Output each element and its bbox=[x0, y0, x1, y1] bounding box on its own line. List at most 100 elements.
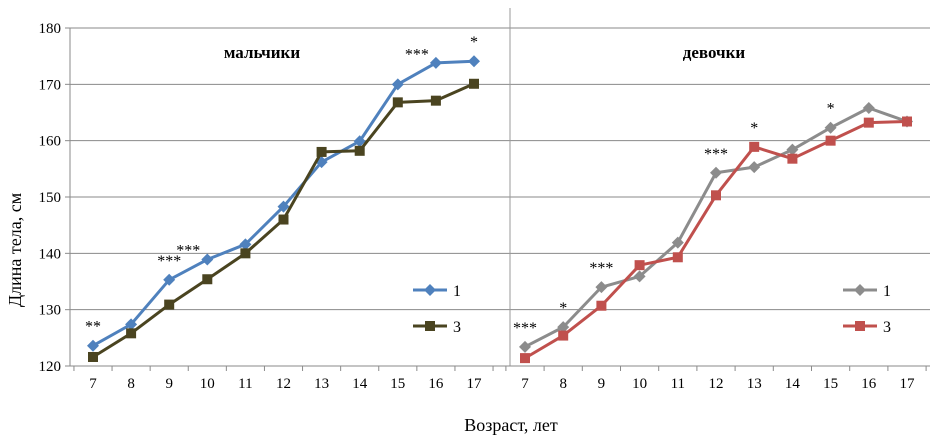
significance-marker: *** bbox=[176, 243, 200, 260]
data-point bbox=[201, 253, 214, 266]
x-tick-label: 13 bbox=[747, 376, 762, 392]
x-axis-label: Возраст, лет bbox=[464, 415, 558, 435]
data-point bbox=[239, 238, 252, 251]
x-tick-label: 10 bbox=[200, 376, 215, 392]
legend-label: 1 bbox=[883, 283, 891, 300]
data-point bbox=[595, 281, 608, 294]
x-tick-label: 15 bbox=[823, 376, 838, 392]
data-point bbox=[558, 330, 569, 341]
x-tick-label: 14 bbox=[352, 376, 368, 392]
data-point bbox=[634, 260, 645, 271]
data-point bbox=[429, 56, 442, 69]
legend-label: 3 bbox=[453, 319, 461, 336]
y-tick-label: 160 bbox=[39, 134, 62, 150]
y-axis-label: Длина тела, см bbox=[5, 193, 25, 307]
data-point bbox=[787, 153, 798, 164]
data-point bbox=[468, 55, 480, 68]
x-tick-label: 9 bbox=[165, 376, 173, 392]
data-point bbox=[786, 143, 799, 156]
significance-marker: *** bbox=[704, 146, 728, 163]
significance-marker: *** bbox=[405, 47, 429, 64]
significance-marker: *** bbox=[157, 253, 181, 270]
data-point bbox=[596, 300, 607, 311]
data-point bbox=[902, 116, 912, 127]
data-point bbox=[748, 161, 761, 174]
left-panel-title: мальчики bbox=[224, 43, 301, 62]
x-tick-label: 14 bbox=[785, 376, 801, 392]
data-point bbox=[87, 339, 99, 352]
significance-marker: ** bbox=[85, 319, 101, 336]
left-panel-series bbox=[87, 55, 480, 362]
data-point bbox=[163, 273, 176, 286]
legends: 1 3 1 3 bbox=[413, 283, 891, 336]
data-point bbox=[710, 166, 722, 179]
data-point bbox=[469, 78, 479, 89]
x-tick-label: 9 bbox=[598, 376, 606, 392]
data-point bbox=[126, 328, 137, 339]
x-tick-label: 11 bbox=[671, 376, 685, 392]
x-tick-label: 10 bbox=[632, 376, 647, 392]
data-point bbox=[316, 146, 327, 157]
right-panel-title: девочки bbox=[683, 43, 746, 62]
x-tick-label: 11 bbox=[238, 376, 252, 392]
significance-marker: *** bbox=[589, 260, 613, 277]
significance-marker: * bbox=[827, 101, 835, 118]
data-point bbox=[749, 141, 760, 152]
x-tick-label: 7 bbox=[521, 376, 529, 392]
data-point bbox=[278, 214, 289, 225]
data-point bbox=[520, 353, 530, 364]
x-tick-label: 16 bbox=[861, 376, 877, 392]
x-tick-label: 8 bbox=[127, 376, 135, 392]
significance-annotations: ************************ bbox=[85, 34, 835, 337]
data-point bbox=[164, 299, 175, 310]
y-tick-label: 130 bbox=[39, 303, 62, 319]
data-point bbox=[672, 252, 683, 263]
data-point bbox=[240, 248, 251, 259]
data-point bbox=[354, 145, 365, 156]
data-point bbox=[202, 274, 213, 285]
legend-label: 1 bbox=[453, 283, 461, 300]
data-point bbox=[353, 135, 366, 148]
x-tick-label: 7 bbox=[89, 376, 97, 392]
x-tick-label: 15 bbox=[390, 376, 405, 392]
significance-marker: * bbox=[559, 300, 567, 317]
significance-marker: *** bbox=[513, 320, 537, 337]
data-point bbox=[671, 236, 684, 249]
x-tick-label: 17 bbox=[900, 376, 916, 392]
x-tick-label: 12 bbox=[276, 376, 291, 392]
x-tick-label: 16 bbox=[428, 376, 444, 392]
data-point bbox=[88, 351, 98, 362]
tick-labels: 7 8 9 10 11 12 13 14 15 16 17120130140150160170180… bbox=[39, 21, 916, 392]
data-point bbox=[519, 340, 531, 353]
series-line-1 bbox=[524, 106, 908, 349]
significance-marker: * bbox=[750, 120, 758, 137]
y-tick-label: 170 bbox=[39, 77, 62, 93]
right-panel-grid bbox=[510, 27, 930, 311]
data-point bbox=[824, 121, 837, 134]
legend-marker bbox=[424, 284, 436, 296]
y-tick-label: 150 bbox=[39, 190, 62, 206]
data-point bbox=[863, 117, 874, 128]
legend-marker bbox=[855, 321, 865, 331]
data-point bbox=[633, 270, 646, 283]
left-panel-grid bbox=[70, 27, 510, 311]
data-point bbox=[430, 95, 441, 106]
legend-marker bbox=[425, 321, 435, 331]
right-panel-series bbox=[519, 101, 913, 364]
data-point bbox=[391, 78, 404, 91]
data-point bbox=[711, 190, 721, 201]
y-tick-label: 140 bbox=[39, 246, 62, 262]
x-tick-label: 13 bbox=[314, 376, 329, 392]
y-tick-label: 180 bbox=[39, 21, 62, 37]
data-point bbox=[862, 101, 875, 114]
data-point bbox=[557, 321, 570, 334]
legend-label: 3 bbox=[883, 319, 891, 336]
axes bbox=[65, 27, 930, 371]
x-tick-label: 8 bbox=[559, 376, 567, 392]
data-point bbox=[825, 135, 836, 146]
significance-marker: * bbox=[470, 34, 478, 51]
y-tick-label: 120 bbox=[39, 359, 62, 375]
data-point bbox=[277, 200, 290, 213]
x-tick-label: 12 bbox=[709, 376, 724, 392]
